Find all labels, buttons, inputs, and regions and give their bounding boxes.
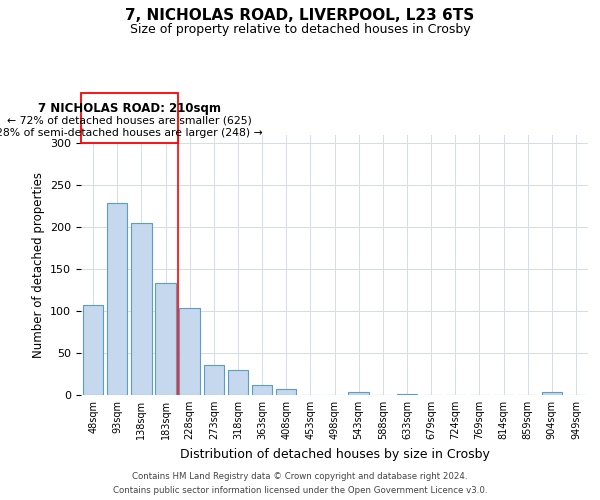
Text: ← 72% of detached houses are smaller (625): ← 72% of detached houses are smaller (62… — [7, 116, 252, 126]
Bar — [179, 308, 200, 395]
Bar — [276, 389, 296, 395]
Text: Contains HM Land Registry data © Crown copyright and database right 2024.: Contains HM Land Registry data © Crown c… — [132, 472, 468, 481]
Text: 7, NICHOLAS ROAD, LIVERPOOL, L23 6TS: 7, NICHOLAS ROAD, LIVERPOOL, L23 6TS — [125, 8, 475, 22]
Bar — [542, 392, 562, 395]
Bar — [349, 392, 369, 395]
Bar — [203, 365, 224, 395]
Bar — [107, 203, 127, 395]
Bar — [83, 306, 103, 395]
Text: Contains public sector information licensed under the Open Government Licence v3: Contains public sector information licen… — [113, 486, 487, 495]
Bar — [397, 394, 417, 395]
X-axis label: Distribution of detached houses by size in Crosby: Distribution of detached houses by size … — [179, 448, 490, 460]
Text: Size of property relative to detached houses in Crosby: Size of property relative to detached ho… — [130, 24, 470, 36]
Text: 28% of semi-detached houses are larger (248) →: 28% of semi-detached houses are larger (… — [0, 128, 263, 138]
Bar — [252, 385, 272, 395]
Bar — [227, 370, 248, 395]
Y-axis label: Number of detached properties: Number of detached properties — [32, 172, 44, 358]
Text: 7 NICHOLAS ROAD: 210sqm: 7 NICHOLAS ROAD: 210sqm — [38, 102, 221, 114]
Bar — [155, 282, 176, 395]
Bar — [131, 223, 152, 395]
